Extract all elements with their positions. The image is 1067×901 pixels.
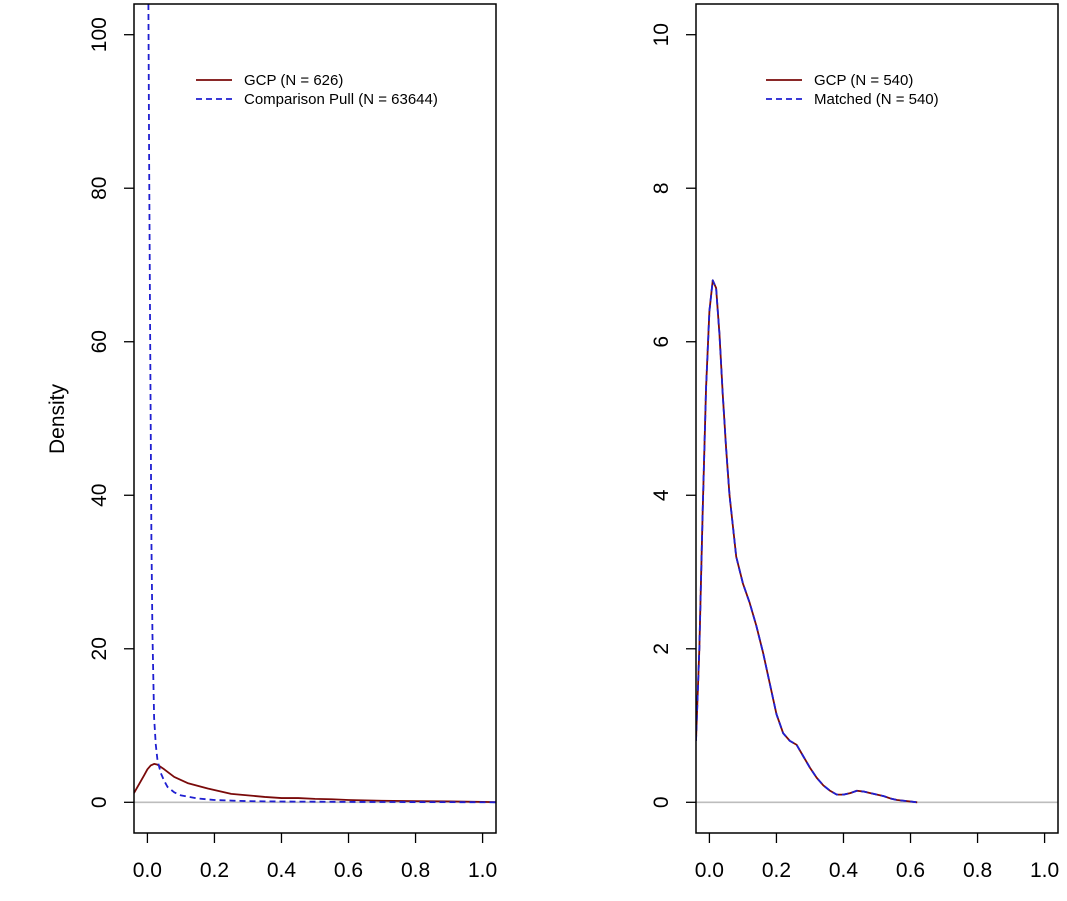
y-tick-label: 10 bbox=[650, 23, 673, 46]
x-tick-label: 0.2 bbox=[762, 859, 791, 882]
y-tick-label: 0 bbox=[88, 796, 111, 808]
y-axis-label: Density bbox=[46, 383, 69, 454]
y-tick-label: 2 bbox=[650, 643, 673, 655]
legend-entry: GCP (N = 626) bbox=[244, 72, 343, 89]
x-tick-label: 0.4 bbox=[829, 859, 859, 882]
y-tick-label: 20 bbox=[88, 637, 111, 660]
legend-entry: Matched (N = 540) bbox=[814, 91, 939, 108]
legend-entry: GCP (N = 540) bbox=[814, 72, 913, 89]
x-tick-label: 0.0 bbox=[695, 859, 724, 882]
series-line-comparison bbox=[696, 279, 918, 804]
y-tick-label: 6 bbox=[650, 336, 673, 348]
plot-frame bbox=[133, 3, 497, 834]
series-line-comparison bbox=[147, 4, 496, 804]
y-tick-label: 40 bbox=[88, 484, 111, 507]
y-tick-label: 4 bbox=[650, 489, 673, 501]
x-tick-label: 0.4 bbox=[267, 859, 297, 882]
y-tick-label: 60 bbox=[88, 330, 111, 353]
series-line-gcp bbox=[696, 279, 918, 804]
legend: GCP (N = 626) Comparison Pull (N = 63644) bbox=[196, 72, 438, 108]
x-tick-label: 0.2 bbox=[200, 859, 229, 882]
y-tick-label: 80 bbox=[88, 177, 111, 200]
y-tick-label: 100 bbox=[88, 17, 111, 52]
x-tick-label: 0.8 bbox=[401, 859, 430, 882]
x-tick-label: 0.8 bbox=[963, 859, 992, 882]
plot-frame bbox=[695, 3, 1059, 834]
left-density-panel: 0.0 0.2 0.4 0.6 0.8 1.0 0 20 40 60 80 100 GCP (N = 6… bbox=[88, 3, 497, 882]
x-tick-label: 1.0 bbox=[1030, 859, 1059, 882]
x-tick-label: 0.6 bbox=[334, 859, 363, 882]
legend: GCP (N = 540) Matched (N = 540) bbox=[766, 72, 939, 108]
series-line-gcp bbox=[134, 763, 496, 804]
right-density-panel: 0.0 0.2 0.4 0.6 0.8 1.0 0 2 4 6 8 10 GCP (N = 540) Ma… bbox=[650, 3, 1059, 882]
x-tick-label: 0.6 bbox=[896, 859, 925, 882]
x-tick-label: 1.0 bbox=[468, 859, 497, 882]
y-tick-label: 0 bbox=[650, 796, 673, 808]
x-tick-label: 0.0 bbox=[133, 859, 162, 882]
legend-entry: Comparison Pull (N = 63644) bbox=[244, 91, 438, 108]
y-tick-label: 8 bbox=[650, 182, 673, 194]
